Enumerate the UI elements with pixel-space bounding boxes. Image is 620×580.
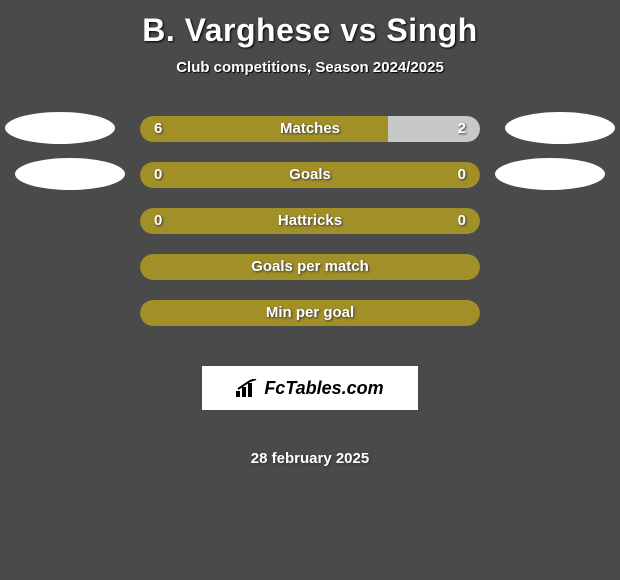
subtitle: Club competitions, Season 2024/2025 (176, 59, 444, 76)
stat-row-goals-per-match: Goals per match (140, 254, 480, 280)
stat-label: Matches (140, 116, 480, 142)
stat-value-right: 0 (458, 208, 466, 234)
page-title: B. Varghese vs Singh (142, 12, 477, 49)
chart-icon (236, 379, 258, 397)
date-label: 28 february 2025 (251, 450, 369, 467)
stat-row-hattricks: 0 Hattricks 0 (140, 208, 480, 234)
main-container: B. Varghese vs Singh Club competitions, … (0, 0, 620, 580)
stat-value-right: 0 (458, 162, 466, 188)
logo-box: FcTables.com (202, 366, 418, 410)
logo-text: FcTables.com (264, 378, 383, 399)
stat-label: Goals per match (140, 254, 480, 280)
stats-area: 6 Matches 2 0 Goals 0 0 Hattricks 0 Goal… (0, 116, 620, 467)
player-avatar-left-1 (5, 112, 115, 144)
player-avatar-left-2 (15, 158, 125, 190)
stat-label: Min per goal (140, 300, 480, 326)
stat-label: Goals (140, 162, 480, 188)
stat-label: Hattricks (140, 208, 480, 234)
stat-value-right: 2 (458, 116, 466, 142)
stat-row-min-per-goal: Min per goal (140, 300, 480, 326)
player-avatar-right-1 (505, 112, 615, 144)
stat-row-matches: 6 Matches 2 (140, 116, 480, 142)
player-avatar-right-2 (495, 158, 605, 190)
stat-row-goals: 0 Goals 0 (140, 162, 480, 188)
